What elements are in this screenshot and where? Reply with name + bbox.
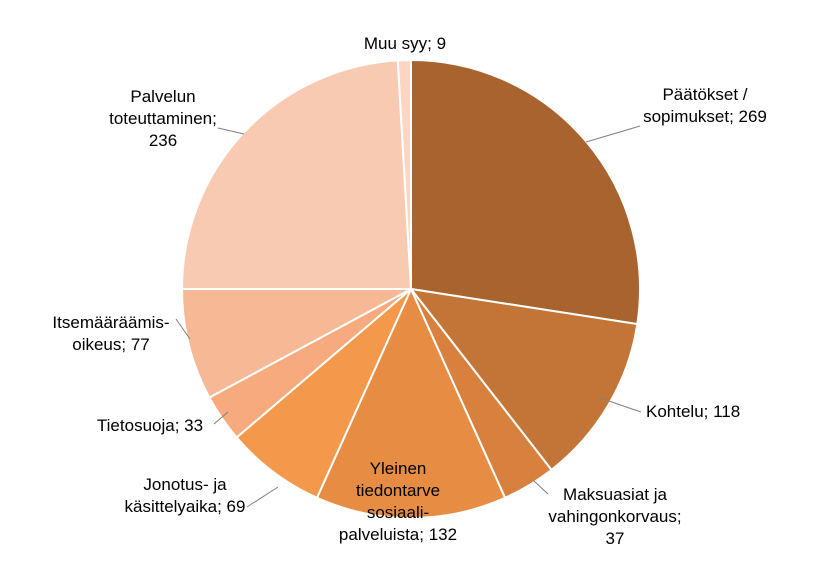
slice-label-4: Jonotus- ja käsittelyaika; 69 [125, 475, 246, 516]
slice-label-line: Päätökset / [662, 85, 747, 104]
slice-label-8: Muu syy; 9 [364, 34, 446, 53]
slice-label-5: Tietosuoja; 33 [97, 416, 203, 435]
slice-label-line: sopimukset; 269 [643, 107, 767, 126]
slice-label-line: vahingonkorvaus; [548, 507, 681, 526]
leader-line-4 [246, 486, 279, 508]
slice-label-0: Päätökset / sopimukset; 269 [643, 85, 767, 126]
slice-label-6: Itsemääräämis-oikeus; 77 [52, 313, 169, 354]
slice-label-line: Muu syy; 9 [364, 34, 446, 53]
pie-slice-8 [396, 58, 412, 290]
slice-label-line: toteuttaminen; [109, 109, 217, 128]
leader-lines [175, 125, 642, 508]
leader-line-7 [217, 127, 245, 135]
pie-slice-0 [410, 58, 641, 326]
pie-slice-1 [408, 287, 639, 472]
leader-line-1 [599, 397, 642, 413]
slice-label-line: Kohtelu; 118 [646, 402, 740, 421]
slice-label-line: tiedontarve [356, 481, 440, 500]
pie-slice-7 [180, 59, 413, 290]
slice-label-line: Tietosuoja; 33 [97, 416, 203, 435]
slice-labels: Päätökset / sopimukset; 269 Kohtelu; 118 Ma… [52, 34, 766, 548]
slice-label-1: Kohtelu; 118 [646, 402, 740, 421]
pie-slice-6 [180, 288, 412, 399]
slice-label-line: Maksuasiat ja [563, 485, 667, 504]
slice-label-line: 37 [606, 529, 625, 548]
slice-label-line: sosiaali- [367, 503, 429, 522]
slice-label-line: Jonotus- ja [143, 475, 227, 494]
pie-slice-3 [315, 286, 507, 519]
leader-line-0 [585, 125, 641, 143]
slice-label-2: Maksuasiat ja vahingonkorvaus; 37 [548, 485, 681, 548]
slice-label-line: Itsemääräämis- [52, 313, 169, 332]
slice-label-line: 236 [149, 131, 177, 150]
leader-line-2 [532, 479, 549, 495]
slice-label-3: Yleinen tiedontarve sosiaali-palveluista; … [339, 459, 457, 544]
pie-slice-4 [235, 288, 412, 500]
leader-line-5 [213, 411, 229, 425]
slice-label-7: Palvelun toteuttaminen; 236 [109, 87, 217, 150]
slice-label-line: käsittelyaika; 69 [125, 497, 246, 516]
leader-line-6 [175, 318, 191, 340]
slice-label-line: Palvelun [130, 87, 195, 106]
slice-label-line: palveluista; 132 [339, 525, 457, 544]
slice-label-line: Yleinen [370, 459, 427, 478]
pie-slices [180, 58, 641, 519]
slice-label-line: oikeus; 77 [72, 335, 150, 354]
